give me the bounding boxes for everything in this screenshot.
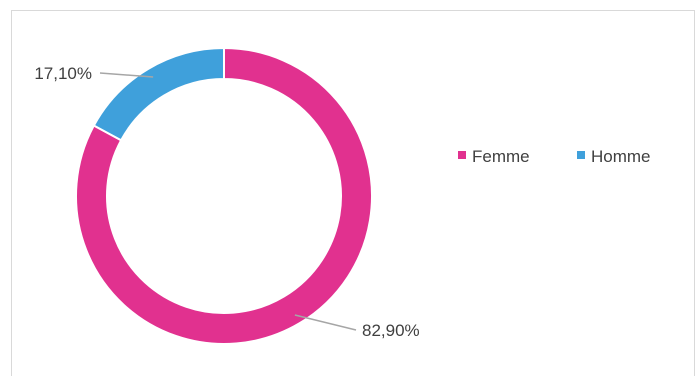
slice-homme — [92, 46, 225, 142]
legend-label-homme: Homme — [591, 147, 651, 166]
leader-line-femme — [294, 314, 357, 331]
legend-swatch-homme — [577, 151, 585, 159]
legend-item-homme: Homme — [577, 147, 651, 166]
legend-label-femme: Femme — [472, 147, 530, 166]
data-label-femme: 82,90% — [362, 321, 420, 340]
legend-swatch-femme — [458, 151, 466, 159]
data-labels-group: 82,90% 17,10% — [34, 64, 419, 340]
legend-item-femme: Femme — [458, 147, 530, 166]
leader-lines-group — [99, 72, 357, 331]
slices-group — [75, 46, 373, 345]
slice-femme — [75, 46, 373, 345]
data-label-homme: 17,10% — [34, 64, 92, 83]
leader-line-homme — [99, 72, 154, 78]
legend: Femme Homme — [458, 147, 651, 166]
